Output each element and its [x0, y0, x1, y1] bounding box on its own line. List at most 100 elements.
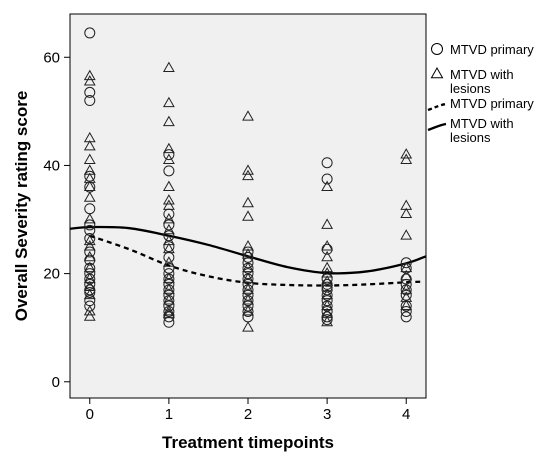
data-point-circle — [321, 314, 333, 326]
data-point-circle — [163, 165, 175, 177]
legend-circle-symbol — [431, 43, 443, 55]
x-tick-label: 2 — [244, 406, 252, 423]
data-point-circle — [84, 246, 96, 258]
legend-line-symbol — [427, 102, 447, 112]
data-point-triangle — [162, 115, 175, 127]
data-point-circle — [84, 219, 96, 231]
data-point-triangle — [321, 275, 334, 286]
fit-line-mtvd-primary — [89, 234, 423, 287]
data-point-triangle — [83, 304, 96, 316]
data-point-triangle — [83, 213, 96, 224]
data-point-triangle — [321, 261, 334, 273]
data-point-triangle — [400, 229, 413, 240]
data-point-circle — [321, 173, 333, 185]
data-point-triangle — [162, 180, 175, 191]
data-point-triangle — [321, 180, 334, 191]
x-tick-label: 4 — [402, 406, 410, 423]
y-tick-label: 0 — [52, 374, 60, 391]
data-point-circle — [321, 157, 333, 169]
data-point-triangle — [83, 250, 96, 262]
data-point-triangle — [83, 310, 96, 321]
data-point-circle — [321, 281, 333, 293]
data-point-circle — [242, 300, 254, 312]
data-point-triangle — [162, 256, 175, 267]
data-point-triangle — [242, 272, 254, 283]
data-point-triangle — [242, 196, 254, 208]
data-point-triangle — [321, 288, 334, 300]
data-point-triangle — [242, 294, 254, 305]
data-point-circle — [84, 27, 96, 39]
data-point-triangle — [162, 304, 175, 316]
data-point-triangle — [162, 153, 175, 164]
data-point-triangle — [162, 213, 175, 224]
data-point-circle — [163, 268, 175, 280]
data-point-circle — [84, 287, 96, 299]
x-axis-ticks: 0 1 2 3 4 — [86, 398, 410, 423]
data-points — [83, 27, 413, 332]
data-point-circle — [84, 95, 96, 107]
legend-label: MTVD with lesions — [450, 116, 514, 145]
data-point-triangle — [242, 210, 254, 221]
legend-line-symbol — [427, 122, 447, 132]
data-point-circle — [84, 268, 96, 280]
data-point-triangle — [321, 240, 334, 251]
data-point-triangle — [162, 223, 175, 235]
data-point-triangle — [83, 261, 96, 273]
data-point-circle — [242, 289, 254, 301]
legend-triangle-symbol — [430, 66, 444, 79]
x-axis-title: Treatment timepoints — [162, 433, 334, 452]
y-tick-label: 40 — [43, 157, 60, 174]
data-point-triangle — [242, 283, 254, 294]
data-point-triangle — [162, 199, 175, 210]
data-point-triangle — [242, 321, 254, 332]
fit-line-mtvd-with-lesions — [69, 225, 427, 275]
data-point-triangle — [83, 240, 96, 251]
data-point-triangle — [162, 272, 175, 283]
y-tick-label: 20 — [43, 266, 60, 283]
legend-label: MTVD primary — [450, 96, 534, 111]
data-point-triangle — [162, 61, 175, 72]
data-point-triangle — [242, 164, 254, 175]
fit-lines — [69, 225, 427, 287]
data-point-circle — [242, 278, 254, 290]
data-point-triangle — [242, 261, 254, 273]
data-point-triangle — [242, 248, 254, 259]
data-point-circle — [400, 311, 412, 323]
data-point-circle — [321, 295, 333, 307]
data-point-triangle — [83, 288, 96, 300]
data-point-circle — [400, 257, 412, 269]
data-point-circle — [163, 278, 175, 290]
data-point-triangle — [83, 69, 96, 81]
data-point-triangle — [162, 283, 175, 294]
data-point-triangle — [162, 242, 175, 254]
data-point-circle — [242, 268, 254, 280]
data-point-triangle — [321, 250, 334, 262]
x-tick-label: 3 — [323, 406, 331, 423]
data-point-triangle — [242, 304, 254, 316]
data-point-triangle — [162, 96, 175, 108]
data-point-circle — [163, 219, 175, 231]
data-point-triangle — [400, 207, 413, 219]
data-point-triangle — [242, 110, 254, 121]
data-point-triangle — [400, 269, 413, 281]
y-tick-label: 60 — [43, 49, 60, 66]
data-point-circle — [163, 230, 175, 242]
data-point-circle — [84, 232, 96, 244]
data-point-triangle — [83, 75, 96, 86]
plot-area — [69, 13, 427, 399]
legend-label: MTVD with lesions — [450, 67, 514, 96]
data-point-circle — [321, 273, 333, 285]
data-point-triangle — [400, 299, 413, 310]
data-point-triangle — [83, 139, 96, 151]
y-axis-ticks: 0 20 40 60 — [43, 49, 70, 391]
data-point-triangle — [83, 191, 96, 202]
data-point-triangle — [162, 194, 175, 205]
data-point-circle — [84, 86, 96, 98]
x-tick-label: 0 — [86, 406, 94, 423]
data-point-triangle — [400, 153, 413, 164]
data-point-triangle — [162, 142, 175, 154]
data-point-triangle — [242, 169, 254, 181]
data-point-circle — [163, 289, 175, 301]
